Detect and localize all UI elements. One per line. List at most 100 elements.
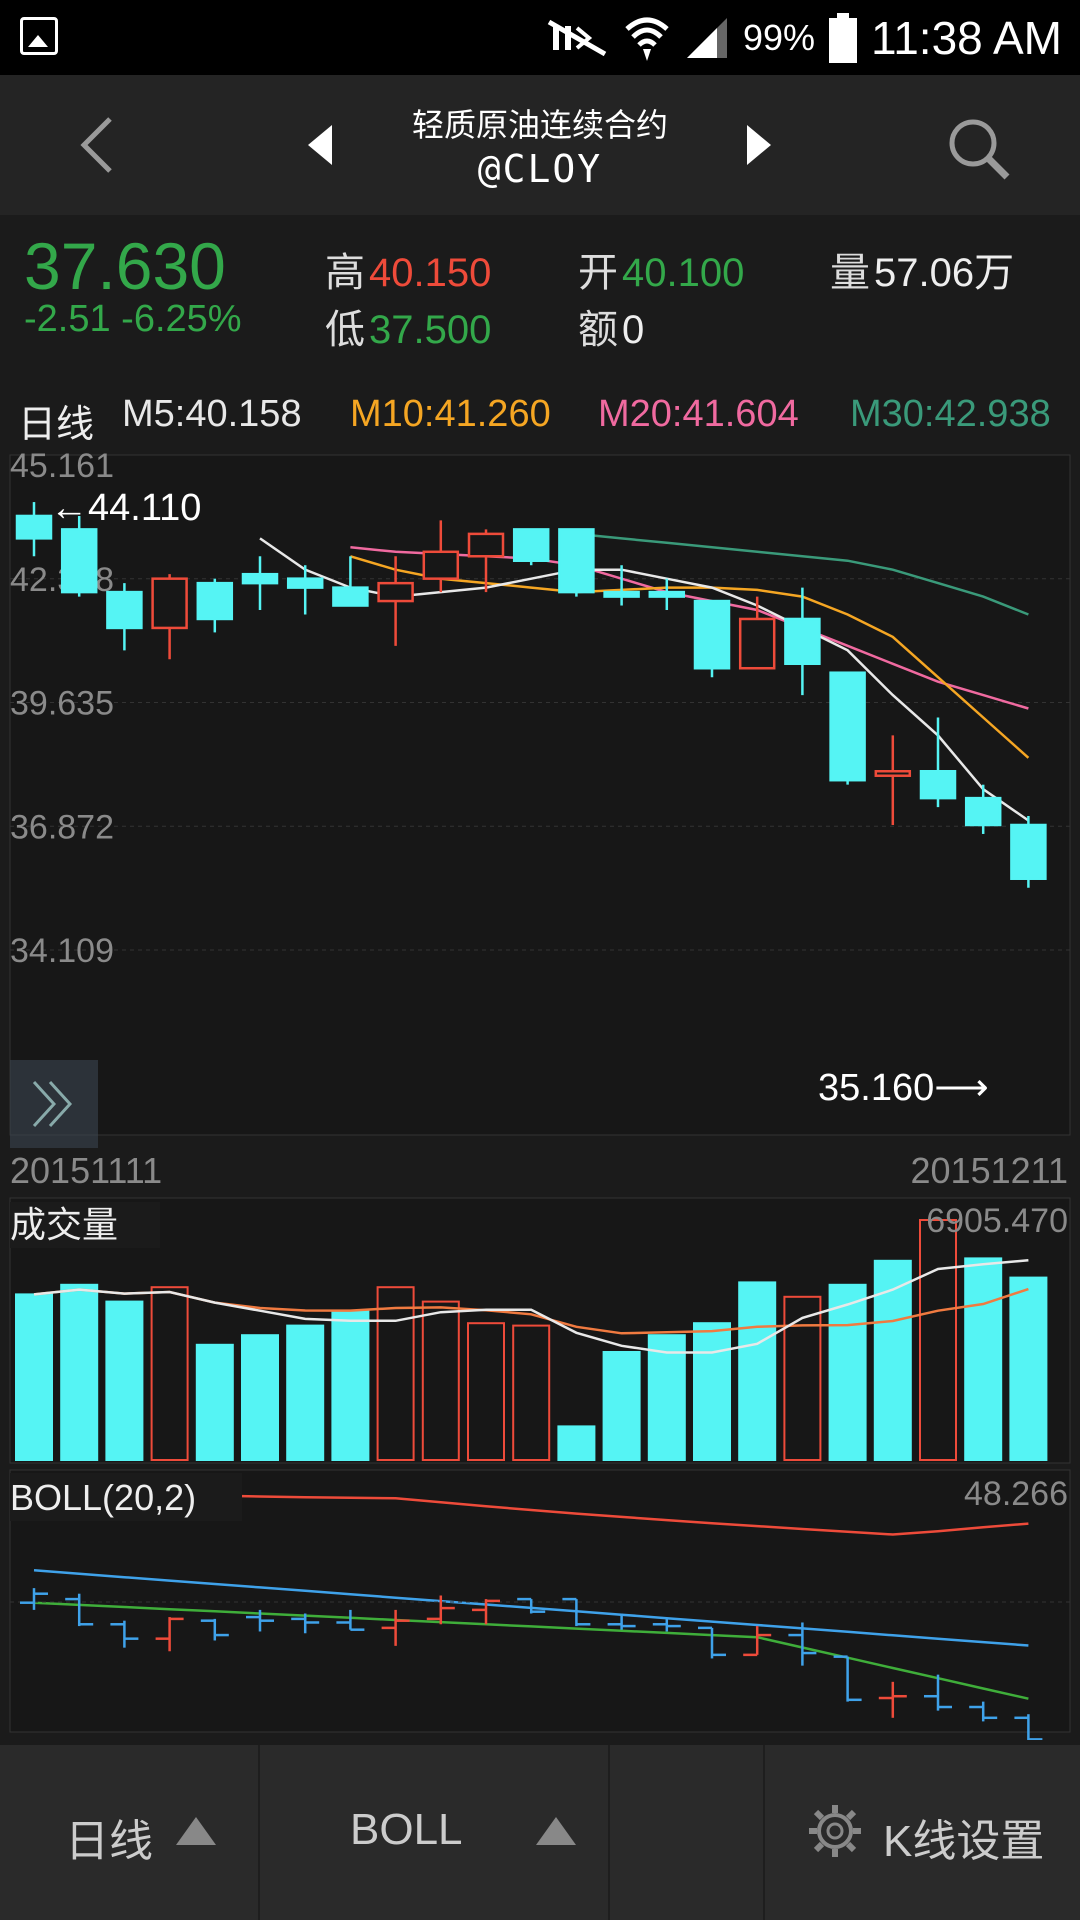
candle-body [964,796,1002,827]
next-arrow-icon[interactable] [745,125,771,165]
candle-body [60,528,98,594]
candle-body [919,770,957,800]
volume-bar [241,1334,279,1462]
candle-body [15,514,53,540]
period-tab[interactable]: 日线 [0,1745,260,1920]
indicator-tab[interactable]: BOLL [260,1745,610,1920]
amount-value: 0 [622,308,645,352]
period-dropdown-icon [176,1817,216,1845]
volume-bar [693,1322,731,1462]
mute-vibrate-icon [547,19,607,57]
volume-bar [105,1300,144,1461]
volume-bar [376,1286,415,1462]
candle-body [106,590,143,630]
bottom-bar: 日线 BOLL K线设置 [0,1745,1080,1920]
open-value: 40.100 [622,251,745,295]
max-price-label: ←44.110 [50,487,201,529]
high-cell: 高 40.150 [325,240,491,298]
candle-body [332,586,369,607]
battery-icon [829,13,858,63]
battery-percent: 99% [742,17,816,58]
volume-bar [1009,1276,1048,1461]
high-value: 40.150 [369,251,492,295]
period-tab-label: 日线 [65,1817,153,1866]
volume-bar [828,1283,867,1461]
volume-bar [919,1219,957,1461]
kline-settings-label: K线设置 [883,1817,1045,1866]
price-change: -2.51 -6.25% [24,298,242,340]
low-label: 低 [325,308,365,352]
volume-max-label: 6905.470 [926,1202,1068,1240]
open-cell: 开 40.100 [578,240,744,298]
candle-body [286,577,324,589]
volume-bar [647,1334,686,1462]
candle-body [558,528,595,594]
kline-settings-button[interactable]: K线设置 [765,1745,1080,1920]
status-bar: 99% 11:38 AM [0,0,1080,75]
ma5-value: M5:40.158 [122,393,302,435]
y-tick-label: 34.109 [10,932,114,970]
last-price: 37.630 [24,229,226,303]
header-bar: 轻质原油连续合约 @CLOY [0,75,1080,215]
search-icon[interactable] [945,115,1015,185]
candle-body [241,572,279,585]
instrument-code: @CLOY [477,147,603,191]
candle-body [377,581,414,603]
start-date-label: 20151111 [10,1150,162,1191]
candle-body [196,581,234,621]
back-icon[interactable] [70,115,130,175]
empty-tab [610,1745,765,1920]
expand-button[interactable] [10,1060,98,1148]
ma-bar: 日线 M5:40.158 M10:41.260 M20:41.604 M30:4… [0,385,1080,446]
ma30-line [576,532,1029,616]
y-tick-label: 45.161 [10,450,114,485]
status-bar-right: 99% 11:38 AM [545,8,1062,68]
candle-body [693,599,731,670]
volume-bar [286,1324,325,1461]
candle-body [422,550,460,580]
volume-cell: 量 57.06万 [830,240,1014,298]
candle-body [738,617,776,670]
volume-bar [512,1324,551,1461]
candle-body [512,528,550,562]
volume-bar [602,1351,641,1461]
quote-panel: 37.630 -2.51 -6.25% 高 40.150 低 37.500 开 40.… [0,220,1080,370]
boll-lower-line [33,1601,1029,1700]
high-label: 高 [325,251,365,295]
volume-bar [783,1295,822,1461]
status-time: 11:38 AM [871,12,1062,64]
candle-body [874,770,912,777]
ma10-line [350,555,1030,759]
period-label: 日线 [18,404,95,446]
candle-body [784,617,821,666]
volume-bar [15,1293,53,1462]
image-icon [20,17,58,55]
candle-body [603,590,640,598]
prev-arrow-icon[interactable] [308,125,334,165]
instrument-title: 轻质原油连续合约 [411,107,668,143]
candle-body [1010,823,1047,880]
boll-title: BOLL(20,2) [10,1477,196,1518]
indicator-tab-label: BOLL [350,1805,463,1854]
volume-ma5-line [33,1259,1029,1354]
gear-icon [809,1805,861,1857]
candle-body [467,532,505,558]
ma20-value: M20:41.604 [598,393,799,435]
volume-bar [421,1300,460,1461]
low-value: 37.500 [369,308,492,352]
wifi-icon [625,17,669,61]
indicator-dropdown-icon [536,1817,576,1845]
open-label: 开 [578,251,618,295]
signal-icon [686,18,727,58]
volume-bar [964,1257,1003,1462]
volume-bar [60,1283,99,1461]
end-date-label: 20151211 [911,1150,1069,1191]
candle-body [829,671,866,782]
y-tick-label: 39.635 [10,685,114,723]
ma30-value: M30:42.938 [850,393,1051,435]
volume-bar [331,1310,370,1462]
boll-max-label: 48.266 [964,1475,1068,1513]
